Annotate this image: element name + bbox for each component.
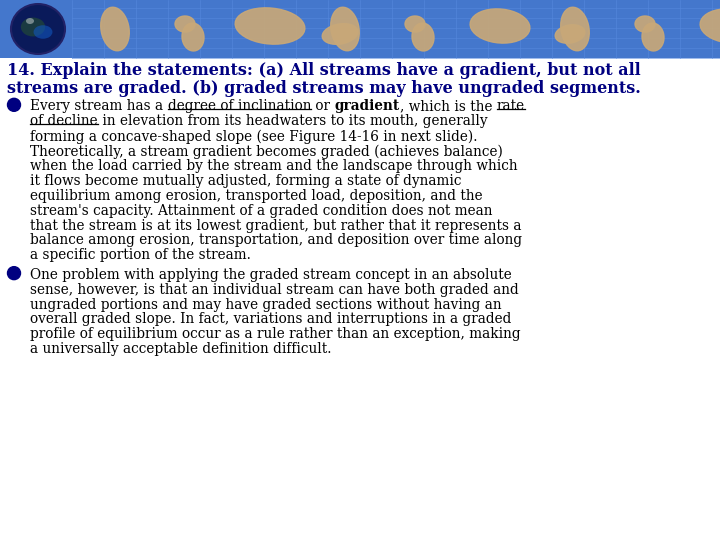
Ellipse shape bbox=[26, 18, 34, 24]
Text: profile of equilibrium occur as a rule rather than an exception, making: profile of equilibrium occur as a rule r… bbox=[30, 327, 521, 341]
Polygon shape bbox=[101, 7, 130, 51]
Text: it flows become mutually adjusted, forming a state of dynamic: it flows become mutually adjusted, formi… bbox=[30, 174, 462, 188]
Polygon shape bbox=[412, 23, 434, 51]
Text: rate: rate bbox=[497, 99, 525, 113]
Circle shape bbox=[7, 98, 20, 111]
Ellipse shape bbox=[34, 25, 53, 39]
Text: equilibrium among erosion, transported load, deposition, and the: equilibrium among erosion, transported l… bbox=[30, 189, 482, 203]
Text: , which is the: , which is the bbox=[400, 99, 497, 113]
Polygon shape bbox=[330, 7, 359, 51]
Text: a specific portion of the stream.: a specific portion of the stream. bbox=[30, 248, 251, 262]
Text: stream's capacity. Attainment of a graded condition does not mean: stream's capacity. Attainment of a grade… bbox=[30, 204, 492, 218]
Text: overall graded slope. In fact, variations and interruptions in a graded: overall graded slope. In fact, variation… bbox=[30, 313, 511, 327]
Text: streams are graded. (b) graded streams may have ungraded segments.: streams are graded. (b) graded streams m… bbox=[7, 80, 641, 97]
Bar bbox=[0, 0, 720, 58]
Text: Theoretically, a stream gradient becomes graded (achieves balance): Theoretically, a stream gradient becomes… bbox=[30, 144, 503, 159]
Circle shape bbox=[7, 267, 20, 280]
Polygon shape bbox=[555, 25, 585, 43]
Polygon shape bbox=[470, 9, 530, 43]
Text: of decline: of decline bbox=[30, 114, 98, 129]
Text: degree of inclination: degree of inclination bbox=[168, 99, 311, 113]
Polygon shape bbox=[405, 16, 425, 32]
Polygon shape bbox=[322, 24, 358, 44]
Polygon shape bbox=[700, 9, 720, 43]
Polygon shape bbox=[175, 16, 195, 32]
Polygon shape bbox=[635, 16, 655, 32]
Text: ungraded portions and may have graded sections without having an: ungraded portions and may have graded se… bbox=[30, 298, 502, 312]
Text: Every stream has a: Every stream has a bbox=[30, 99, 168, 113]
Text: a universally acceptable definition difficult.: a universally acceptable definition diff… bbox=[30, 342, 331, 356]
Text: balance among erosion, transportation, and deposition over time along: balance among erosion, transportation, a… bbox=[30, 233, 522, 247]
Text: 14. Explain the statements: (a) All streams have a gradient, but not all: 14. Explain the statements: (a) All stre… bbox=[7, 62, 641, 79]
Ellipse shape bbox=[21, 17, 45, 37]
Text: that the stream is at its lowest gradient, but rather that it represents a: that the stream is at its lowest gradien… bbox=[30, 219, 521, 233]
Text: sense, however, is that an individual stream can have both graded and: sense, however, is that an individual st… bbox=[30, 282, 518, 296]
Text: in elevation from its headwaters to its mouth, generally: in elevation from its headwaters to its … bbox=[98, 114, 487, 129]
Text: when the load carried by the stream and the landscape through which: when the load carried by the stream and … bbox=[30, 159, 518, 173]
Polygon shape bbox=[182, 23, 204, 51]
Polygon shape bbox=[642, 23, 664, 51]
Text: One problem with applying the graded stream concept in an absolute: One problem with applying the graded str… bbox=[30, 268, 512, 282]
Polygon shape bbox=[235, 8, 305, 44]
Text: gradient: gradient bbox=[334, 99, 400, 113]
Polygon shape bbox=[561, 7, 589, 51]
Ellipse shape bbox=[11, 4, 65, 54]
Text: or: or bbox=[311, 99, 334, 113]
Text: forming a concave-shaped slope (see Figure 14-16 in next slide).: forming a concave-shaped slope (see Figu… bbox=[30, 129, 477, 144]
